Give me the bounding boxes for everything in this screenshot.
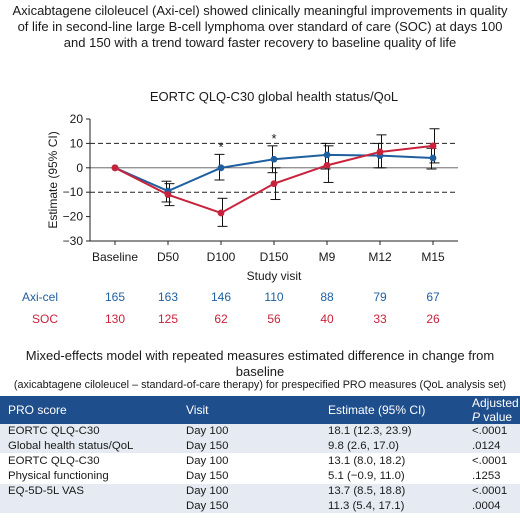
n-value: 165 (104, 290, 126, 304)
patients-at-risk-table: Axi-cel 165 163 146 110 88 79 67 SOC 130 125 62 5… (0, 290, 520, 334)
cell-visit: Day 150 (186, 438, 308, 454)
data-point-soc (111, 164, 119, 172)
n-row-soc: SOC 130 125 62 56 40 33 26 (0, 312, 520, 332)
p-header-suffix: value (480, 410, 513, 424)
cell-score: EORTC QLQ-C30 (0, 424, 186, 439)
x-tick-label: Baseline (92, 250, 138, 264)
col-header-estimate: Estimate (95% CI) (308, 396, 454, 424)
x-axis-label: Study visit (247, 269, 302, 283)
n-value: 56 (267, 312, 281, 326)
data-point-soc (323, 161, 331, 169)
cell-visit: Day 100 (186, 424, 308, 439)
n-value: 88 (320, 290, 334, 304)
n-value: 125 (157, 312, 179, 326)
table-row: Day 150 11.3 (5.4, 17.1) .0004 (0, 498, 520, 513)
cell-estimate: 9.8 (2.6, 17.0) (308, 438, 454, 454)
cell-estimate: 11.3 (5.4, 17.1) (308, 498, 454, 513)
y-axis-label: Estimate (95% CI) (46, 131, 60, 228)
n-value: 79 (373, 290, 387, 304)
n-value: 130 (104, 312, 126, 326)
n-value: 26 (426, 312, 440, 326)
table-row: EORTC QLQ-C30 Day 100 13.1 (8.0, 18.2) <… (0, 453, 520, 469)
cell-visit: Day 150 (186, 498, 308, 513)
cell-visit: Day 100 (186, 483, 308, 499)
data-point-soc (217, 209, 225, 217)
table-row: Global health status/QoL Day 150 9.8 (2.… (0, 438, 520, 454)
y-tick-label: −30 (63, 234, 84, 248)
n-value: 67 (426, 290, 440, 304)
y-tick-label: 10 (70, 136, 84, 150)
cell-score (0, 498, 186, 513)
cell-p: <.0001 (454, 453, 520, 469)
n-row-axicel: Axi-cel 165 163 146 110 88 79 67 (0, 290, 520, 310)
data-point-soc (429, 142, 437, 150)
cell-estimate: 5.1 (−0.9, 11.0) (328, 469, 405, 482)
x-tick-label: D100 (207, 250, 236, 264)
table-row: EQ-5D-5L VAS Day 100 13.7 (8.5, 18.8) <.… (0, 483, 520, 499)
col-header-p-value: Adjusted P value (454, 396, 520, 424)
table-section-subtitle: (axicabtagene ciloleucel – standard-of-c… (13, 379, 507, 391)
data-point-soc (164, 191, 172, 199)
significance-marker: * (218, 139, 223, 154)
cell-score: Physical functioning (8, 469, 109, 482)
x-tick-label: M12 (368, 250, 392, 264)
col-header-visit: Visit (186, 396, 308, 424)
x-tick-label: M9 (319, 250, 336, 264)
n-value: 62 (214, 312, 228, 326)
cell-estimate: 13.1 (8.0, 18.2) (308, 453, 454, 469)
cell-estimate: 18.1 (12.3, 23.9) (308, 424, 454, 439)
data-point-soc (376, 148, 384, 156)
n-value: 163 (157, 290, 179, 304)
table-section-title: Mixed-effects model with repeated measur… (25, 348, 495, 379)
y-tick-label: −20 (63, 210, 84, 224)
cell-p: .0004 (454, 498, 520, 513)
chart-title: EORTC QLQ-C30 global health status/QoL (150, 89, 398, 104)
data-point-soc (270, 180, 278, 188)
qol-line-chart: EORTC QLQ-C30 global health status/QoL 20… (46, 89, 458, 283)
y-tick-label: 20 (70, 112, 84, 126)
cell-score: EORTC QLQ-C30 (0, 453, 186, 469)
headline: Axicabtagene ciloleucel (Axi-cel) showed… (12, 3, 508, 51)
n-value: 146 (210, 290, 232, 304)
n-row-label: SOC (31, 312, 58, 326)
table-row: Physical functioning Day 150 5.1 (−0.9, … (0, 469, 520, 484)
table-header-row: PRO score Visit Estimate (95% CI) Adjust… (0, 396, 520, 424)
y-tick-label: −10 (63, 185, 84, 199)
cell-score: EQ-5D-5L VAS (0, 483, 186, 499)
data-point-axi-cel (270, 155, 278, 163)
cell-p: .0124 (454, 438, 520, 454)
n-value: 33 (373, 312, 387, 326)
cell-p: .1253 (472, 469, 501, 482)
cell-p: <.0001 (454, 483, 520, 499)
data-point-axi-cel (323, 151, 331, 159)
y-tick-label: 0 (76, 161, 83, 175)
cell-estimate: 13.7 (8.5, 18.8) (308, 483, 454, 499)
p-header-prefix: Adjusted (472, 396, 519, 410)
n-row-label: Axi-cel (21, 290, 58, 304)
x-tick-label: M15 (421, 250, 445, 264)
pro-measures-table: PRO score Visit Estimate (95% CI) Adjust… (0, 396, 520, 513)
cell-score: Global health status/QoL (0, 438, 186, 454)
x-tick-label: D150 (260, 250, 289, 264)
significance-marker: * (271, 131, 276, 146)
n-value: 110 (264, 290, 284, 304)
cell-visit: Day 100 (186, 453, 308, 469)
cell-visit: Day 150 (186, 469, 229, 482)
table-row: EORTC QLQ-C30 Day 100 18.1 (12.3, 23.9) … (0, 424, 520, 439)
data-point-axi-cel (429, 154, 437, 162)
x-tick-label: D50 (157, 250, 179, 264)
n-value: 40 (320, 312, 334, 326)
cell-p: <.0001 (454, 424, 520, 439)
col-header-pro-score: PRO score (0, 396, 186, 424)
data-point-axi-cel (217, 164, 225, 172)
p-header-italic: P (472, 410, 481, 424)
